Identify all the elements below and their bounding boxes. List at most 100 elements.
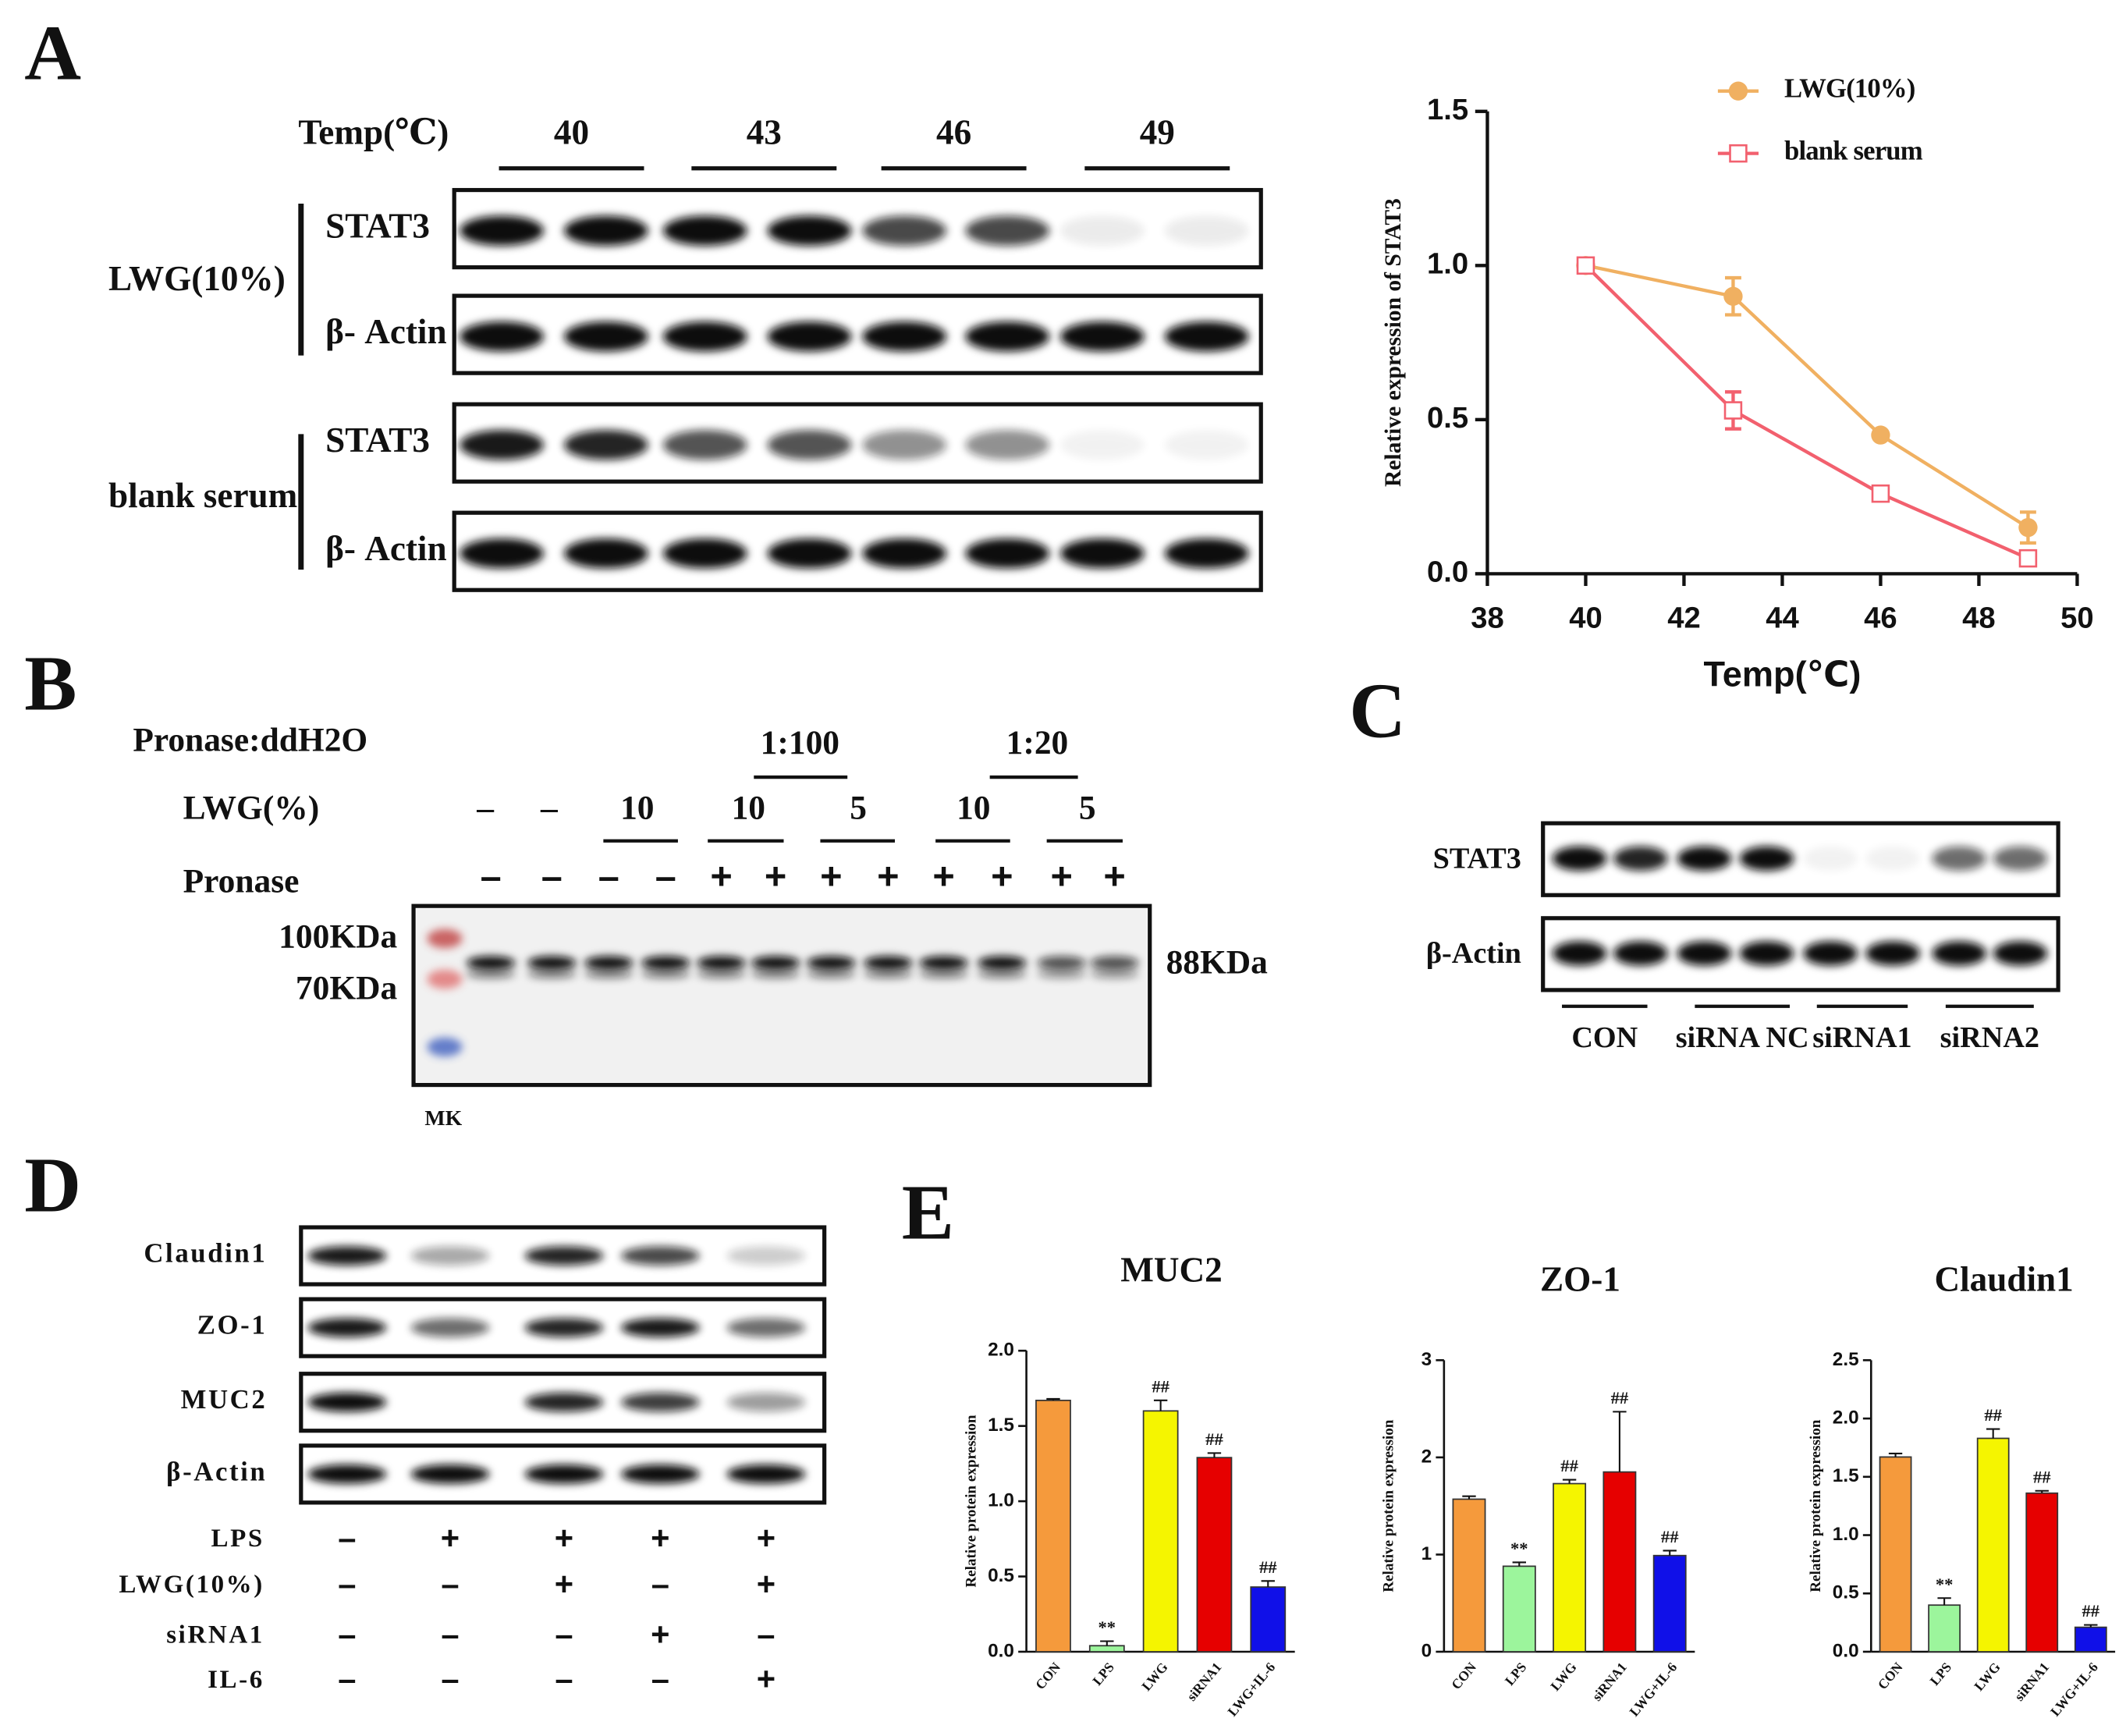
lane-sign: + [1051, 855, 1073, 897]
blot-band [1739, 846, 1794, 871]
marker-band [427, 928, 463, 949]
panel-label: A [24, 9, 81, 97]
error-bar [2035, 1489, 2049, 1493]
significance: ## [1560, 1456, 1578, 1475]
blot-band [862, 321, 947, 352]
x-tick-label: LWG [1139, 1660, 1171, 1694]
error-bar [1986, 1428, 2000, 1439]
lane-sign: – [555, 1660, 573, 1697]
y-tick-label: 0.0 [988, 1640, 1014, 1661]
blot-band [1164, 321, 1249, 352]
lane-sign: – [441, 1616, 459, 1653]
lane-sign: – [651, 1660, 669, 1697]
size-label: 88KDa [1166, 944, 1269, 982]
blot-band [563, 321, 648, 352]
marker-label: 70KDa [296, 970, 398, 1007]
lane-label: 46 [936, 112, 971, 151]
legend-label: blank serum [1784, 136, 1923, 166]
blot-band [466, 956, 516, 970]
y-tick-label: 1 [1421, 1543, 1432, 1564]
lane-sign: + [765, 855, 786, 897]
y-tick-label: 1.0 [1833, 1524, 1859, 1545]
row-label: ZO-1 [197, 1310, 268, 1340]
blot-band [1803, 846, 1858, 871]
error-bar [1100, 1640, 1114, 1646]
lane-sign: – [655, 855, 676, 897]
bar [2074, 1626, 2107, 1653]
lane-sign: + [757, 1566, 776, 1603]
panel-label: B [24, 640, 76, 727]
chart-title: MUC2 [1120, 1251, 1222, 1290]
x-tick-label: CON [1449, 1660, 1480, 1692]
significance: ** [1510, 1539, 1528, 1558]
bar [1553, 1482, 1587, 1653]
blot-band [807, 968, 856, 979]
blot-band [1932, 941, 1986, 966]
group-label: siRNA2 [1940, 1021, 2039, 1054]
blot-band [807, 956, 856, 970]
blot-band [1613, 846, 1668, 871]
blot-fill [416, 908, 1148, 1083]
lane-sign: + [757, 1520, 776, 1557]
row-label: STAT3 [325, 206, 430, 245]
x-tick-label: LPS [1090, 1660, 1117, 1688]
group-label: CON [1571, 1021, 1638, 1054]
blot-band [460, 430, 544, 460]
blot-band [978, 956, 1027, 970]
blot-band [1164, 430, 1249, 460]
row-label: siRNA1 [166, 1621, 264, 1649]
blot-band [662, 538, 747, 569]
blot-band [524, 1393, 604, 1412]
bar [1502, 1565, 1536, 1653]
x-tick-label: siRNA1 [1589, 1660, 1630, 1704]
bar [2025, 1492, 2059, 1653]
lane-sign: + [441, 1520, 460, 1557]
row-label: β- Actin [325, 529, 447, 568]
bar [1452, 1498, 1486, 1653]
x-tick-label: LWG [1548, 1660, 1580, 1694]
blot-band [697, 956, 746, 970]
error-bar [2084, 1624, 2098, 1628]
lane-label: 5 [1079, 789, 1096, 826]
x-tick-label: 50 [2060, 602, 2094, 635]
blot-band [1037, 956, 1087, 970]
blot-band [767, 430, 852, 460]
y-tick-label: 0 [1421, 1640, 1432, 1661]
x-tick-label: 42 [1667, 602, 1701, 635]
blot-band [662, 430, 747, 460]
blot-band [919, 956, 968, 970]
lane-sign: – [338, 1660, 356, 1697]
x-tick-label: LWG+IL-6 [2048, 1660, 2101, 1719]
lane-label: 10 [957, 789, 990, 826]
y-tick-label: 2.0 [1833, 1408, 1859, 1429]
row-label: Claudin1 [144, 1238, 267, 1269]
blot-band [1677, 941, 1732, 966]
blot-band [563, 430, 648, 460]
chart-title: ZO-1 [1540, 1260, 1620, 1299]
x-tick-label: CON [1875, 1660, 1906, 1692]
blot-band [466, 968, 516, 979]
blot-band [527, 956, 577, 970]
blot-band [460, 538, 544, 569]
row-label: β-Actin [1426, 937, 1521, 970]
lane-sign: – [555, 1616, 573, 1653]
blot-band [767, 321, 852, 352]
blot-band [965, 321, 1050, 352]
blot-band [1060, 321, 1145, 352]
blot-band [662, 321, 747, 352]
blot-band [1613, 941, 1668, 966]
ratio-label: 1:100 [761, 724, 839, 761]
row-label: LPS [211, 1525, 264, 1553]
lane-label: 40 [554, 112, 589, 151]
y-tick-label: 1.0 [1427, 247, 1468, 280]
significance: ## [2082, 1601, 2100, 1621]
lane-sign: – [541, 855, 563, 897]
lane-sign: – [338, 1616, 356, 1653]
y-tick-label: 1.0 [988, 1490, 1014, 1511]
lane-label: 10 [732, 789, 765, 826]
y-tick-label: 0.5 [988, 1565, 1014, 1586]
blot-band [1090, 968, 1139, 979]
y-tick-label: 2 [1421, 1446, 1432, 1467]
y-axis-title: Relative protein expression [963, 1415, 979, 1588]
significance: ## [1152, 1376, 1169, 1396]
